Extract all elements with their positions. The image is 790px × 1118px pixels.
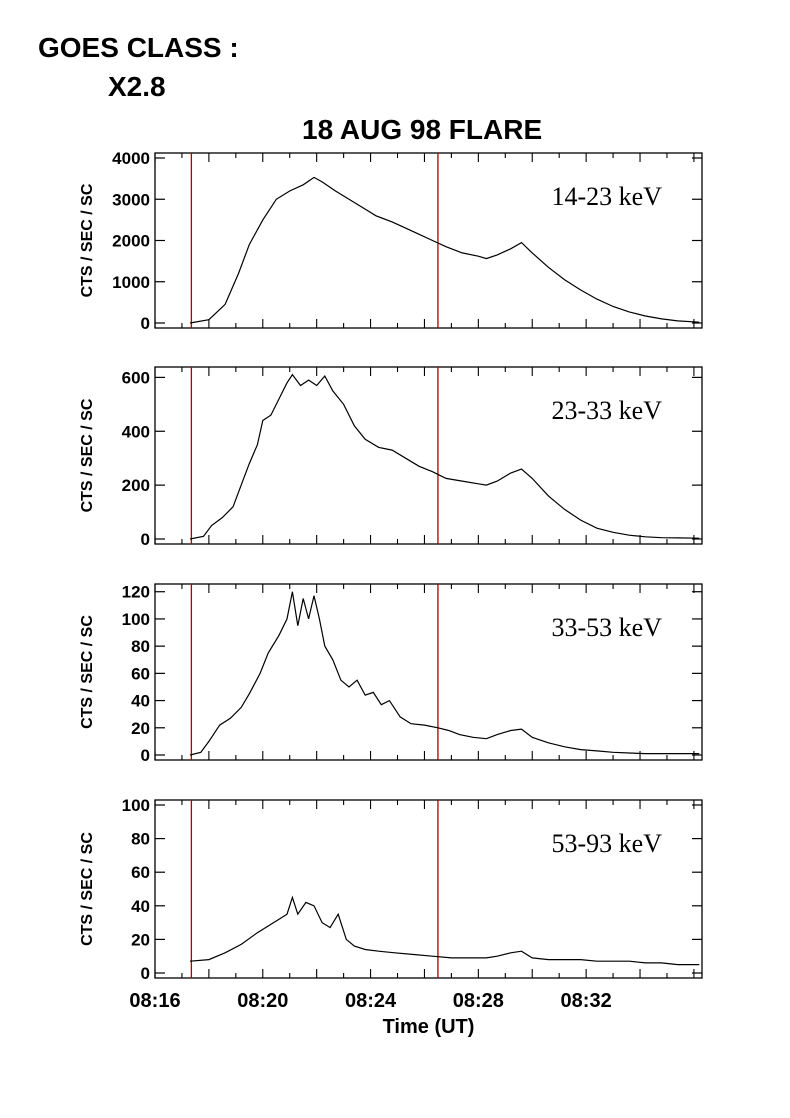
- y-axis-label: CTS / SEC / SC: [79, 615, 96, 729]
- y-tick-label: 40: [131, 897, 150, 916]
- y-tick-label: 600: [122, 368, 150, 387]
- y-axis-label: CTS / SEC / SC: [79, 832, 96, 946]
- y-tick-label: 20: [131, 719, 150, 738]
- y-tick-label: 0: [141, 746, 150, 765]
- plot-frame: [154, 366, 703, 545]
- y-tick-label: 80: [131, 637, 150, 656]
- y-tick-label: 4000: [112, 149, 150, 168]
- x-tick-label: 08:28: [453, 990, 504, 1012]
- y-tick-label: 120: [122, 583, 150, 602]
- y-tick-label: 40: [131, 692, 150, 711]
- series-line: [189, 895, 700, 966]
- plot-frame: [154, 152, 703, 329]
- x-tick-label: 08:20: [237, 990, 288, 1012]
- x-tick-label: 08:32: [561, 990, 612, 1012]
- y-tick-label: 400: [122, 422, 150, 441]
- energy-band-label: 14-23 keV: [552, 182, 663, 211]
- y-tick-label: 20: [131, 930, 150, 949]
- x-tick-label: 08:24: [345, 990, 397, 1012]
- y-axis-label: CTS / SEC / SC: [79, 183, 96, 297]
- y-tick-label: 0: [141, 314, 150, 333]
- y-axis-label: CTS / SEC / SC: [79, 398, 96, 512]
- goes-class-label: GOES CLASS :: [38, 32, 239, 63]
- series-line: [189, 373, 700, 540]
- chart-title: 18 AUG 98 FLARE: [302, 114, 543, 145]
- x-axis-label: Time (UT): [383, 1016, 475, 1038]
- energy-band-label: 53-93 keV: [552, 829, 663, 858]
- series-line: [189, 591, 700, 756]
- y-tick-label: 3000: [112, 190, 150, 209]
- y-tick-label: 0: [141, 530, 150, 549]
- y-tick-label: 100: [122, 796, 150, 815]
- energy-band-label: 33-53 keV: [552, 613, 663, 642]
- x-tick-label: 08:16: [129, 990, 180, 1012]
- y-tick-label: 80: [131, 830, 150, 849]
- y-tick-label: 60: [131, 664, 150, 683]
- y-tick-label: 0: [141, 964, 150, 983]
- plot-frame: [154, 799, 703, 979]
- energy-band-label: 23-33 keV: [552, 396, 663, 425]
- y-tick-label: 1000: [112, 273, 150, 292]
- y-tick-label: 200: [122, 476, 150, 495]
- goes-class-value: X2.8: [108, 71, 166, 102]
- y-tick-label: 60: [131, 863, 150, 882]
- series-line: [189, 176, 700, 324]
- plot-frame: [154, 583, 703, 761]
- y-tick-label: 2000: [112, 232, 150, 251]
- y-tick-label: 100: [122, 610, 150, 629]
